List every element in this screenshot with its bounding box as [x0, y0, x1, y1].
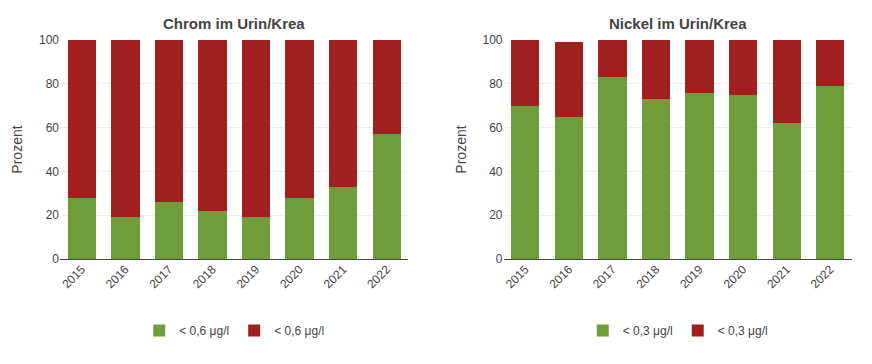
svg-text:60: 60: [46, 121, 60, 135]
svg-text:2021: 2021: [321, 262, 350, 291]
svg-text:2019: 2019: [677, 262, 706, 291]
svg-text:2021: 2021: [764, 262, 793, 291]
svg-text:Nickel im Urin/Krea: Nickel im Urin/Krea: [609, 15, 747, 32]
svg-text:0: 0: [496, 252, 503, 266]
svg-text:2016: 2016: [546, 262, 575, 291]
svg-text:Prozent: Prozent: [9, 125, 25, 173]
svg-text:Prozent: Prozent: [453, 125, 469, 173]
svg-text:20: 20: [489, 208, 503, 222]
svg-text:80: 80: [489, 77, 503, 91]
svg-text:2018: 2018: [634, 262, 663, 291]
svg-text:2015: 2015: [503, 262, 532, 291]
svg-text:20: 20: [46, 208, 60, 222]
svg-text:2019: 2019: [234, 262, 263, 291]
svg-text:< 0,3 μg/l: < 0,3 μg/l: [718, 324, 768, 338]
svg-text:Chrom im Urin/Krea: Chrom im Urin/Krea: [163, 15, 305, 32]
svg-text:2020: 2020: [721, 262, 750, 291]
svg-text:60: 60: [489, 121, 503, 135]
svg-text:0: 0: [52, 252, 59, 266]
svg-text:2016: 2016: [103, 262, 132, 291]
svg-text:40: 40: [46, 165, 60, 179]
svg-text:< 0,6 μg/l: < 0,6 μg/l: [179, 324, 229, 338]
svg-text:2017: 2017: [146, 262, 175, 291]
svg-text:2022: 2022: [364, 262, 393, 291]
svg-text:100: 100: [482, 33, 502, 47]
svg-text:2015: 2015: [59, 262, 88, 291]
svg-text:40: 40: [489, 165, 503, 179]
svg-text:2022: 2022: [808, 262, 837, 291]
svg-text:2017: 2017: [590, 262, 619, 291]
svg-text:100: 100: [39, 33, 59, 47]
svg-text:80: 80: [46, 77, 60, 91]
svg-text:2018: 2018: [190, 262, 219, 291]
svg-text:< 0,3 μg/l: < 0,3 μg/l: [623, 324, 673, 338]
svg-text:< 0,6 μg/l: < 0,6 μg/l: [274, 324, 324, 338]
svg-text:2020: 2020: [277, 262, 306, 291]
